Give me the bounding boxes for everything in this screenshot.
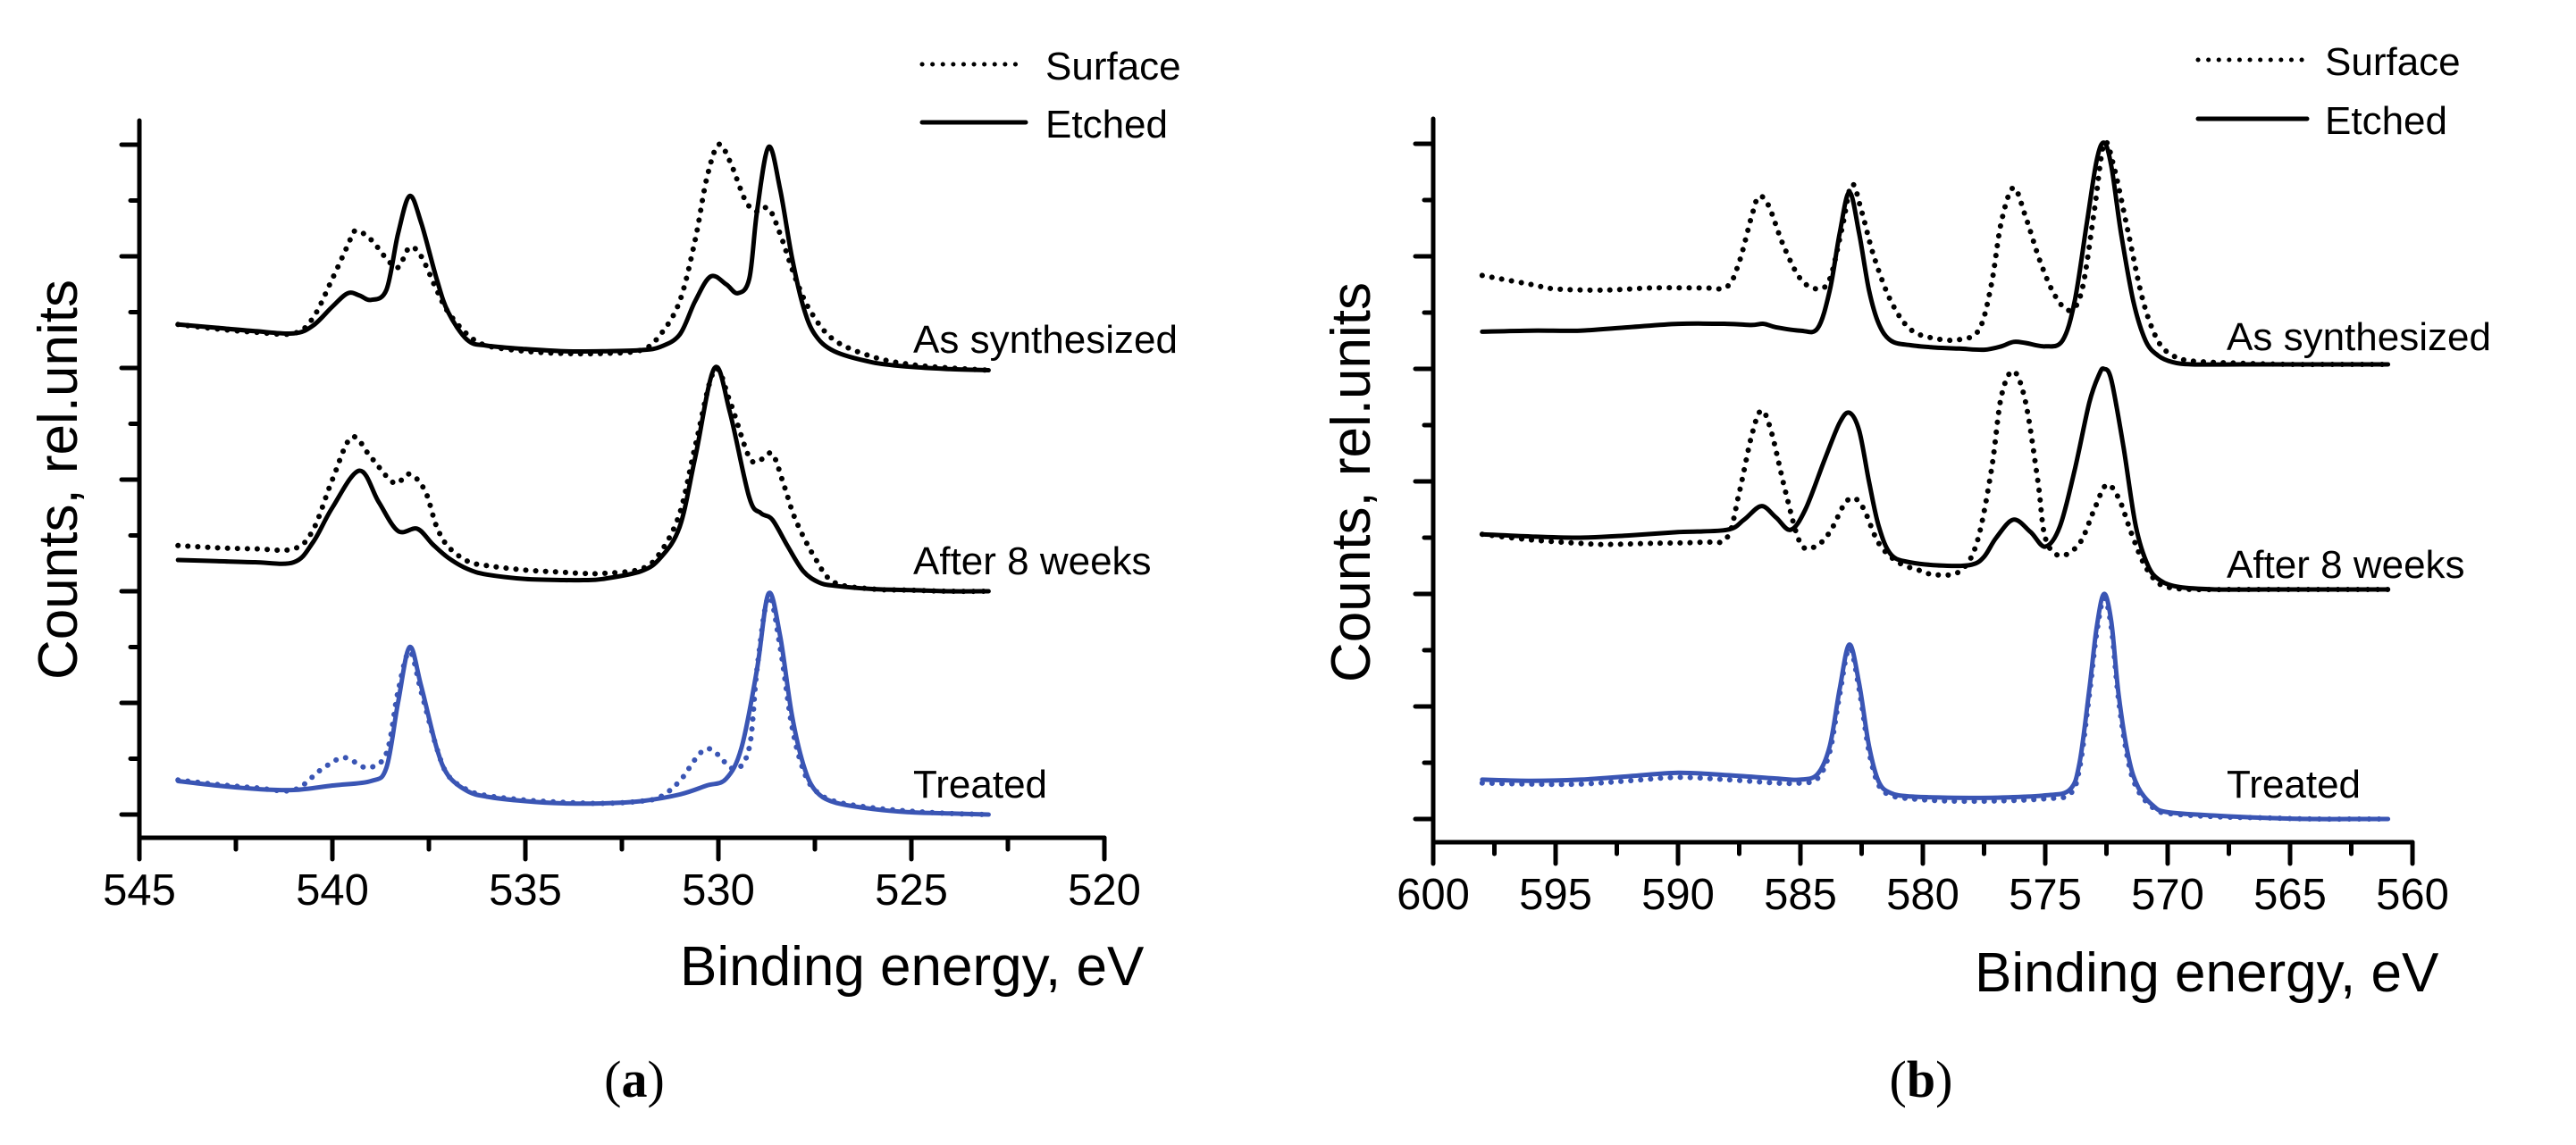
panel-b-x-tick-label: 595 (1519, 871, 1592, 919)
panel-a-chart: 545 540 535 530 525 520 Surface Etched As synt… (28, 45, 1181, 1108)
panel-a-legend-etched-label: Etched (1045, 103, 1168, 146)
panel-a-treated-surface-curve (175, 594, 992, 817)
panel-b-x-tick-label: 565 (2253, 871, 2327, 919)
panel-b-x-tick-label: 580 (1886, 871, 1959, 919)
panel-a-x-tick-label: 530 (682, 866, 755, 915)
panel-a-x-tick-label: 535 (489, 866, 562, 915)
panel-a-x-tick-label: 520 (1068, 866, 1141, 915)
panel-b-label-after-8-weeks: After 8 weeks (2227, 543, 2465, 587)
panel-a-label-after-8-weeks: After 8 weeks (913, 539, 1152, 583)
panel-b-as-synthesized-etched-curve (1480, 140, 2391, 367)
panel-b-legend: Surface Etched (2195, 40, 2461, 143)
panel-b-axes (1413, 116, 2415, 866)
panel-b-as-synthesized-surface-curve (1479, 138, 2391, 368)
panel-b-after-8-weeks-etched-curve (1480, 366, 2391, 592)
panel-a-as-synthesized-surface-curve (175, 141, 992, 373)
panel-b-label-treated: Treated (2227, 763, 2361, 807)
panel-a-treated-etched-curve (175, 590, 991, 817)
panel-a-x-tick-label: 540 (296, 866, 369, 915)
panel-b-legend-surface-label: Surface (2325, 40, 2461, 84)
panel-b-label: (b) (1890, 1050, 1953, 1108)
panel-b-curves (1479, 138, 2391, 823)
panel-a-label-text: (a) (604, 1050, 665, 1108)
panel-a-legend-surface-label: Surface (1045, 45, 1181, 88)
panel-a-label-treated: Treated (913, 763, 1047, 807)
panel-a-as-synthesized-etched-curve (175, 144, 991, 372)
panel-a-tick-labels: 545 540 535 530 525 520 (103, 866, 1141, 915)
panel-b-x-tick-label: 585 (1764, 871, 1837, 919)
panel-a-after-8-weeks-surface-curve (175, 365, 992, 595)
panel-b-group-labels: As synthesized After 8 weeks Treated (2227, 315, 2491, 807)
panel-a-x-axis-title: Binding energy, eV (680, 936, 1145, 998)
panel-b-x-tick-label: 570 (2131, 871, 2204, 919)
panel-b-after-8-weeks-surface-curve (1479, 368, 2391, 593)
panel-a-x-tick-label: 545 (103, 866, 176, 915)
panel-a-curves (175, 141, 992, 817)
panel-a-axes (119, 118, 1107, 862)
panel-a-after-8-weeks-etched-curve (175, 364, 991, 594)
panel-b-treated-etched-curve (1480, 591, 2391, 822)
panel-a-legend: Surface Etched (919, 45, 1181, 146)
panel-b-legend-etched-label: Etched (2325, 99, 2447, 143)
panel-a-x-tick-label: 525 (875, 866, 948, 915)
panel-b-chart: 600 595 590 585 580 575 570 565 560 Surface Etche… (1321, 40, 2491, 1108)
panel-a-group-labels: As synthesized After 8 weeks Treated (913, 318, 1178, 807)
panel-b-tick-labels: 600 595 590 585 580 575 570 565 560 (1397, 871, 2449, 919)
panel-a-label-as-synthesized: As synthesized (913, 318, 1178, 362)
panel-b-x-tick-label: 590 (1641, 871, 1715, 919)
panel-b-x-tick-label: 575 (2009, 871, 2082, 919)
panel-b-x-axis-title: Binding energy, eV (1975, 942, 2439, 1004)
panel-a-y-axis-title: Counts, rel.units (28, 280, 89, 680)
panel-a-label: (a) (604, 1050, 665, 1108)
panel-b-y-axis-title: Counts, rel.units (1321, 282, 1382, 682)
panel-b-label-text: (b) (1890, 1050, 1953, 1108)
panel-b-x-tick-label: 600 (1397, 871, 1470, 919)
panel-b-label-as-synthesized: As synthesized (2227, 315, 2491, 359)
panel-b-x-tick-label: 560 (2376, 871, 2449, 919)
